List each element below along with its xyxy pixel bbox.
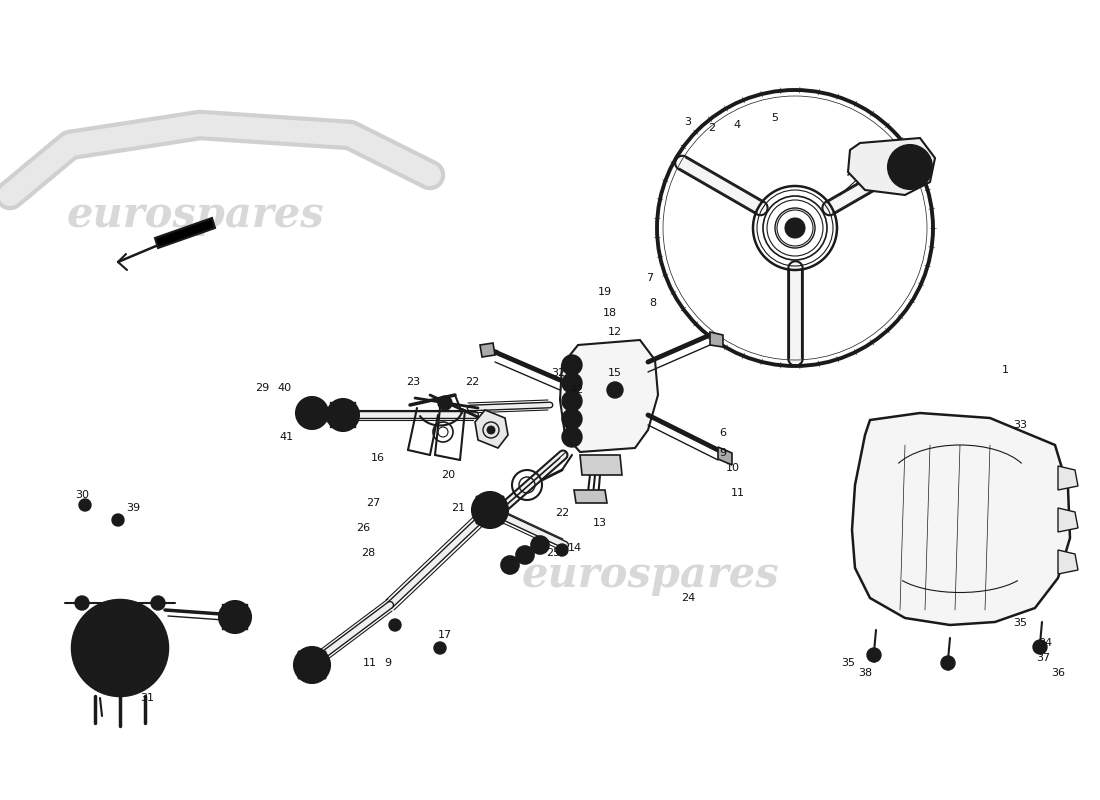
Circle shape (562, 355, 582, 375)
Text: 20: 20 (441, 470, 455, 480)
Text: 35: 35 (842, 658, 855, 668)
Text: 27: 27 (366, 498, 381, 508)
Circle shape (102, 630, 138, 666)
Circle shape (487, 426, 495, 434)
Circle shape (219, 601, 251, 633)
Circle shape (79, 499, 91, 511)
Circle shape (334, 406, 352, 424)
Circle shape (327, 399, 359, 431)
Text: 8: 8 (649, 298, 657, 308)
Text: 37: 37 (1036, 653, 1050, 663)
Circle shape (1033, 640, 1047, 654)
Circle shape (607, 382, 623, 398)
Circle shape (112, 514, 124, 526)
Polygon shape (560, 340, 658, 452)
Circle shape (785, 218, 805, 238)
Polygon shape (475, 410, 508, 448)
Text: 29: 29 (255, 383, 270, 393)
Text: 34: 34 (1038, 638, 1052, 648)
Text: 7: 7 (647, 273, 653, 283)
Circle shape (472, 492, 508, 528)
Text: 5: 5 (771, 113, 779, 123)
Text: 6: 6 (719, 428, 726, 438)
Text: 39: 39 (125, 503, 140, 513)
Polygon shape (848, 138, 935, 195)
Text: 24: 24 (681, 593, 695, 603)
Polygon shape (155, 218, 214, 248)
Text: 18: 18 (603, 308, 617, 318)
Circle shape (867, 648, 881, 662)
Text: 9: 9 (719, 448, 727, 458)
Text: 14: 14 (568, 543, 582, 553)
Text: 10: 10 (726, 463, 740, 473)
Polygon shape (1058, 466, 1078, 490)
Text: 40: 40 (278, 383, 293, 393)
Circle shape (500, 556, 519, 574)
Circle shape (888, 145, 932, 189)
Text: 9: 9 (384, 658, 392, 668)
Circle shape (112, 640, 128, 656)
Circle shape (562, 373, 582, 393)
Circle shape (562, 409, 582, 429)
Text: eurospares: eurospares (521, 554, 779, 596)
Circle shape (72, 600, 168, 696)
Text: 36: 36 (1050, 668, 1065, 678)
Text: 32: 32 (551, 368, 565, 378)
Circle shape (294, 647, 330, 683)
Text: 23: 23 (406, 377, 420, 387)
Text: 13: 13 (593, 518, 607, 528)
Polygon shape (580, 455, 622, 475)
Polygon shape (480, 343, 495, 357)
Text: eurospares: eurospares (66, 194, 323, 236)
Polygon shape (718, 447, 732, 465)
Text: 11: 11 (363, 658, 377, 668)
Circle shape (940, 656, 955, 670)
Text: 19: 19 (598, 287, 612, 297)
Circle shape (562, 391, 582, 411)
Circle shape (480, 500, 501, 520)
Text: 30: 30 (75, 490, 89, 500)
Text: 22: 22 (465, 377, 480, 387)
Circle shape (389, 619, 402, 631)
Circle shape (75, 596, 89, 610)
Text: 15: 15 (608, 368, 622, 378)
Text: 17: 17 (438, 630, 452, 640)
Text: 1: 1 (1001, 365, 1009, 375)
Text: 41: 41 (279, 432, 294, 442)
Polygon shape (1058, 508, 1078, 532)
Circle shape (904, 161, 916, 173)
Polygon shape (1058, 550, 1078, 574)
Text: 28: 28 (361, 548, 375, 558)
Text: 12: 12 (608, 327, 623, 337)
Circle shape (531, 536, 549, 554)
Text: 38: 38 (858, 668, 872, 678)
Text: 4: 4 (734, 120, 740, 130)
Polygon shape (574, 490, 607, 503)
Text: 31: 31 (140, 693, 154, 703)
Circle shape (302, 655, 322, 675)
Text: 16: 16 (371, 453, 385, 463)
Circle shape (296, 397, 328, 429)
Circle shape (227, 609, 243, 625)
Circle shape (434, 642, 446, 654)
Text: 3: 3 (684, 117, 692, 127)
Text: 35: 35 (1013, 618, 1027, 628)
Text: 33: 33 (1013, 420, 1027, 430)
Text: 22: 22 (554, 508, 569, 518)
Text: 11: 11 (732, 488, 745, 498)
Circle shape (562, 427, 582, 447)
Polygon shape (710, 332, 723, 347)
Circle shape (516, 546, 534, 564)
Text: 42: 42 (570, 385, 584, 395)
Circle shape (556, 544, 568, 556)
Text: 25: 25 (546, 548, 560, 558)
Text: 21: 21 (451, 503, 465, 513)
Circle shape (438, 396, 452, 410)
Polygon shape (852, 413, 1070, 625)
Circle shape (151, 596, 165, 610)
Text: 26: 26 (356, 523, 370, 533)
Text: 2: 2 (708, 123, 716, 133)
